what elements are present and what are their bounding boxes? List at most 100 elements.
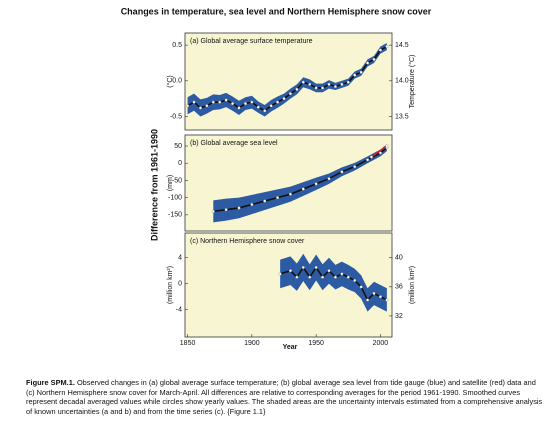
y-tick-label: -150	[168, 212, 182, 219]
chart: Changes in temperature, sea level and No…	[121, 6, 432, 351]
panel-label: (a) Global average surface temperature	[190, 38, 313, 45]
x-tick-label: 2000	[373, 340, 389, 347]
data-point	[301, 187, 305, 191]
data-point	[243, 102, 247, 106]
data-point	[353, 165, 357, 169]
caption-label: Figure SPM.1.	[26, 378, 75, 387]
data-point	[263, 199, 267, 203]
chart-title: Changes in temperature, sea level and No…	[121, 6, 432, 16]
y2-tick-label: 36	[395, 284, 403, 291]
data-point	[218, 100, 222, 104]
data-point	[366, 158, 370, 162]
data-point	[205, 104, 209, 108]
data-point	[385, 144, 389, 148]
data-point	[327, 269, 331, 273]
data-point	[288, 92, 292, 96]
data-point	[372, 291, 376, 295]
data-point	[385, 298, 389, 302]
data-point	[308, 275, 312, 279]
data-point	[321, 86, 325, 90]
data-point	[269, 104, 273, 108]
y-tick-label: 0.5	[172, 42, 182, 49]
data-point	[359, 285, 363, 289]
data-point	[385, 45, 389, 49]
data-point	[276, 100, 280, 104]
y-tick-label: 0	[178, 160, 182, 167]
y2-label: (million km²)	[409, 266, 416, 304]
data-point	[359, 70, 363, 74]
y2-tick-label: 13.5	[395, 113, 409, 120]
data-point	[211, 209, 215, 213]
caption: Figure SPM.1. Observed changes in (a) gl…	[26, 378, 546, 416]
caption-text: Observed changes in (a) global average s…	[26, 378, 543, 416]
data-point	[314, 86, 318, 90]
data-point	[369, 155, 373, 159]
data-point	[327, 177, 331, 181]
data-point	[237, 106, 241, 110]
data-point	[282, 97, 286, 101]
y2-tick-label: 14.5	[395, 42, 409, 49]
y-label: (million km²)	[167, 266, 174, 304]
data-point	[333, 84, 337, 88]
data-point	[346, 80, 350, 84]
y-tick-label: -0.5	[170, 113, 182, 120]
y2-tick-label: 40	[395, 255, 403, 262]
x-tick-label: 1850	[180, 340, 196, 347]
data-point	[250, 100, 254, 104]
data-point	[237, 206, 241, 210]
data-point	[301, 80, 305, 84]
x-tick-label: 1950	[308, 340, 324, 347]
data-point	[288, 192, 292, 196]
x-axis-label: Year	[283, 344, 298, 351]
data-point	[333, 275, 337, 279]
data-point	[314, 265, 318, 269]
data-point	[346, 275, 350, 279]
data-point	[340, 272, 344, 276]
data-point	[224, 98, 228, 102]
data-point	[308, 82, 312, 86]
x-tick-label: 1900	[244, 340, 260, 347]
y-axis-label: Difference from 1961-1990	[149, 129, 159, 241]
plot-area	[184, 32, 393, 131]
data-point	[278, 272, 282, 276]
uncertainty-band	[280, 253, 387, 312]
data-point	[366, 298, 370, 302]
y-tick-label: -4	[176, 307, 182, 314]
y2-tick-label: 14.0	[395, 78, 409, 85]
data-point	[340, 170, 344, 174]
y-tick-label: 50	[174, 143, 182, 150]
data-point	[295, 87, 299, 91]
y-tick-label: 0.0	[172, 78, 182, 85]
data-point	[353, 278, 357, 282]
data-point	[372, 57, 376, 61]
data-point	[295, 275, 299, 279]
data-point	[198, 106, 202, 110]
y-tick-label: 0	[178, 281, 182, 288]
data-point	[321, 275, 325, 279]
y-tick-label: 4	[178, 255, 182, 262]
data-point	[366, 61, 370, 65]
data-point	[378, 48, 382, 52]
data-point	[224, 208, 228, 212]
data-point	[327, 82, 331, 86]
data-point	[378, 151, 382, 155]
y-label: (mm)	[167, 175, 174, 191]
data-point	[353, 73, 357, 77]
data-point	[276, 196, 280, 200]
y-label: (°C)	[166, 75, 174, 88]
data-point	[186, 104, 190, 108]
panel-label: (c) Northern Hemisphere snow cover	[190, 238, 305, 245]
panel-label: (b) Global average sea level	[190, 140, 278, 147]
data-point	[231, 102, 235, 106]
data-point	[192, 100, 196, 104]
data-point	[211, 100, 215, 104]
uncertainty-band	[187, 42, 387, 117]
data-point	[256, 105, 260, 109]
y-tick-label: -50	[172, 177, 182, 184]
data-point	[263, 109, 267, 113]
data-point	[288, 269, 292, 273]
data-point	[301, 265, 305, 269]
y2-label: Temperature (°C)	[408, 55, 416, 109]
data-line	[370, 145, 388, 158]
